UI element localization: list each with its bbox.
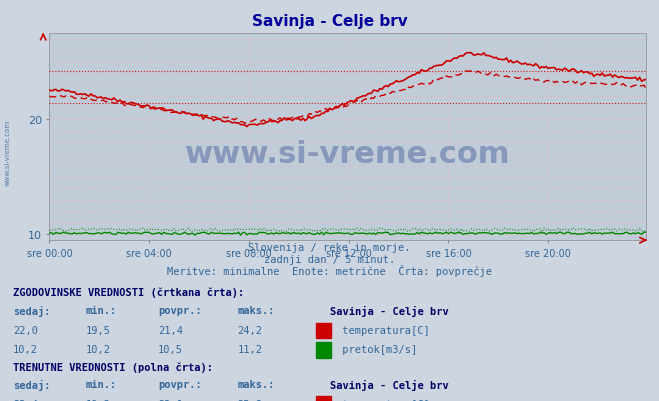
Text: 22,0: 22,0 [13,325,38,335]
Text: Savinja - Celje brv: Savinja - Celje brv [330,305,448,316]
Text: 19,3: 19,3 [86,399,111,401]
Text: povpr.:: povpr.: [158,305,202,315]
Text: Meritve: minimalne  Enote: metrične  Črta: povprečje: Meritve: minimalne Enote: metrične Črta:… [167,265,492,277]
Text: 19,5: 19,5 [86,325,111,335]
Text: 24,2: 24,2 [237,325,262,335]
Text: Savinja - Celje brv: Savinja - Celje brv [330,379,448,390]
Bar [316,396,331,401]
Text: temperatura[C]: temperatura[C] [336,325,430,335]
Text: 10,2: 10,2 [86,344,111,354]
Text: Slovenija / reke in morje.: Slovenija / reke in morje. [248,243,411,253]
Text: 25,8: 25,8 [237,399,262,401]
Text: sedaj:: sedaj: [13,305,51,316]
Text: zadnji dan / 5 minut.: zadnji dan / 5 minut. [264,255,395,265]
Text: TRENUTNE VREDNOSTI (polna črta):: TRENUTNE VREDNOSTI (polna črta): [13,361,213,372]
Bar [316,342,331,358]
Text: 11,2: 11,2 [237,344,262,354]
Text: min.:: min.: [86,305,117,315]
Text: maks.:: maks.: [237,379,275,389]
Text: Savinja - Celje brv: Savinja - Celje brv [252,14,407,29]
Text: www.si-vreme.com: www.si-vreme.com [185,140,510,168]
Text: www.si-vreme.com: www.si-vreme.com [5,119,11,185]
Text: povpr.:: povpr.: [158,379,202,389]
Text: ZGODOVINSKE VREDNOSTI (črtkana črta):: ZGODOVINSKE VREDNOSTI (črtkana črta): [13,287,244,297]
Text: 22,1: 22,1 [158,399,183,401]
Text: min.:: min.: [86,379,117,389]
Text: temperatura[C]: temperatura[C] [336,399,430,401]
Text: 10,5: 10,5 [158,344,183,354]
Text: pretok[m3/s]: pretok[m3/s] [336,344,417,354]
Text: maks.:: maks.: [237,305,275,315]
Bar [316,323,331,338]
Text: 21,4: 21,4 [158,325,183,335]
Text: 10,2: 10,2 [13,344,38,354]
Text: 23,4: 23,4 [13,399,38,401]
Text: sedaj:: sedaj: [13,379,51,390]
